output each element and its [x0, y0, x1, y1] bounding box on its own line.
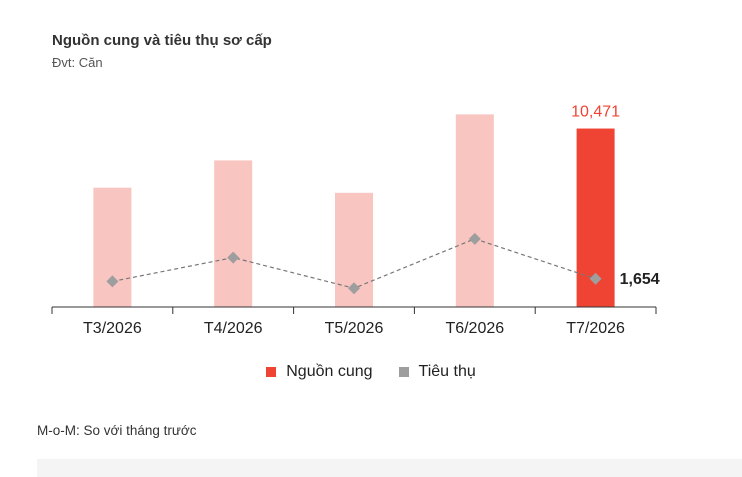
point-data-label: 1,654	[620, 271, 660, 288]
x-tick-label: T3/2026	[83, 320, 142, 337]
bar-data-label: 10,471	[571, 104, 620, 121]
footnote: M-o-M: So với tháng trước	[37, 423, 197, 438]
bar-nguon-cung	[455, 114, 494, 308]
x-tick-label: T7/2026	[566, 320, 625, 337]
legend-item-supply: Nguồn cung	[266, 363, 373, 381]
legend-item-consumption: Tiêu thụ	[398, 363, 476, 381]
bar-nguon-cung	[93, 187, 132, 307]
point-tieu-thu	[227, 251, 240, 264]
point-tieu-thu	[589, 272, 602, 285]
x-tick-label: T4/2026	[204, 320, 263, 337]
bottom-band	[37, 459, 742, 477]
point-tieu-thu	[468, 232, 481, 245]
chart-unit-label: Đvt: Căn	[52, 55, 103, 70]
legend-label-consumption: Tiêu thụ	[418, 363, 476, 380]
bar-nguon-cung	[214, 160, 253, 307]
x-tick-label: T6/2026	[445, 320, 504, 337]
chart-title: Nguồn cung và tiêu thụ sơ cấp	[52, 32, 272, 49]
legend-swatch-consumption	[398, 367, 409, 377]
x-tick-label: T5/2026	[325, 320, 384, 337]
point-tieu-thu	[106, 275, 119, 288]
legend-swatch-supply	[266, 367, 277, 377]
chart-legend: Nguồn cung Tiêu thụ	[0, 363, 742, 381]
chart-plot: 10,471 T3/2026 T4/2026 T5/2026 T6/2026 T7/202…	[51, 104, 660, 337]
point-tieu-thu	[348, 282, 360, 295]
legend-label-supply: Nguồn cung	[286, 363, 373, 380]
